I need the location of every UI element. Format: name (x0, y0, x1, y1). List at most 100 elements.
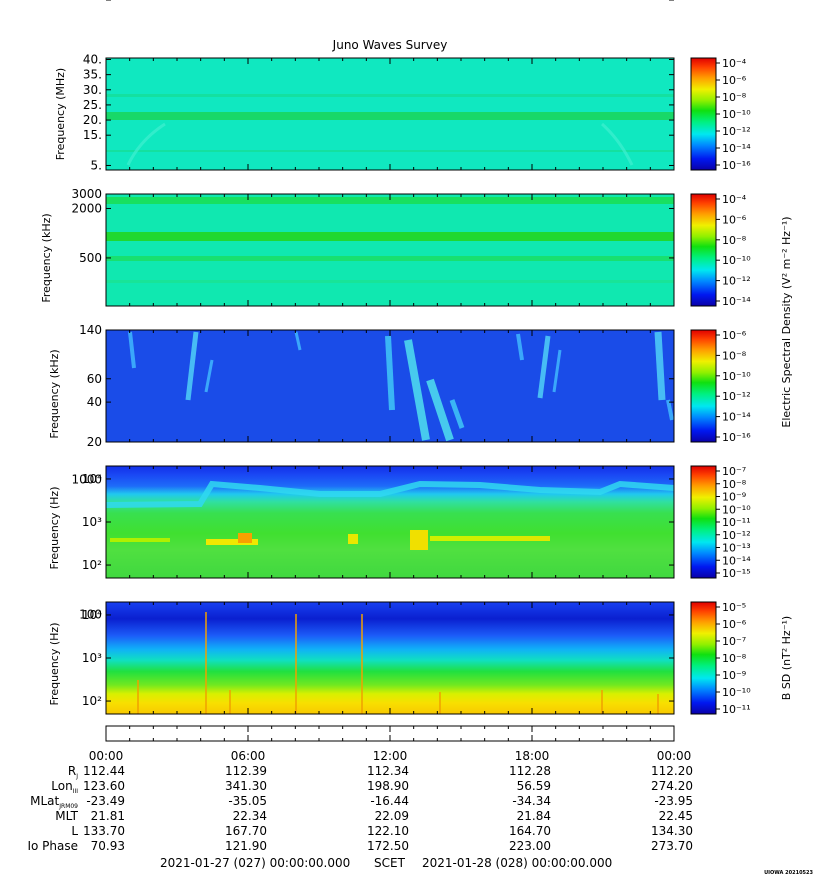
y-tick-label: 10² (82, 558, 102, 572)
y-tick-label: 3000 (71, 187, 102, 201)
panel-1-band-27mhz (106, 94, 674, 97)
colorbar-tick-label: 10⁻⁷ (722, 635, 746, 648)
y-tick-label: 10⁴ (82, 472, 102, 486)
y-tick-label: 5. (91, 158, 102, 172)
y-tick-label: 60 (87, 372, 102, 386)
ephemeris-row-label: RJ (68, 764, 78, 780)
ephemeris-value: 274.20 (651, 779, 693, 793)
y-tick-label: 2000 (71, 201, 102, 215)
panel-1-band-10mhz (106, 150, 674, 152)
ephemeris-value: 134.30 (651, 824, 693, 838)
colorbar-tick-label: 10⁻⁸ (722, 652, 747, 665)
ephemeris-value: 112.39 (225, 764, 267, 778)
ephemeris-row-label: Io Phase (27, 839, 78, 853)
ephemeris-value: 112.34 (367, 764, 409, 778)
panel-4-cutoff-edge (105, 480, 675, 508)
colorbar-tick-label: 10⁻¹² (722, 529, 751, 542)
y-tick-label: 10⁴ (82, 608, 102, 622)
colorbar-tick-label: 10⁻⁶ (722, 329, 747, 342)
x-tick-label: 00:00 (657, 749, 692, 763)
y-tick-label: 10. (83, 0, 102, 3)
footer-scet: SCET (374, 856, 406, 870)
ephemeris-row-subscript: III (73, 788, 79, 795)
y-tick-label: 10² (82, 694, 102, 708)
y-tick-label: 20 (87, 435, 102, 449)
ephemeris-value: -35.05 (228, 794, 267, 808)
panel-4-hot-spots (110, 530, 550, 550)
panel-2-colorbar (690, 193, 717, 307)
y-tick-label: 30. (83, 83, 102, 97)
y-tick-label: 40 (87, 395, 102, 409)
ephemeris-value: 21.81 (91, 809, 125, 823)
ephemeris-row-label: L (71, 824, 78, 838)
panel-5-ylabel: Frequency (Hz) (48, 623, 61, 706)
panel-4-spectrogram (106, 466, 674, 578)
x-axis-labels: 00:00 06:00 12:00 18:00 00:00 (89, 749, 692, 763)
ephemeris-row-label: MLatJRM09 (30, 794, 78, 810)
x-tick-label: 12:00 (373, 749, 408, 763)
footer-credit: UIOWA 20210523 (764, 870, 813, 876)
y-tick-label: 140 (79, 323, 102, 337)
panel-4-ylabel: Frequency (Hz) (48, 487, 61, 570)
ephemeris-row-label: LonIII (51, 779, 78, 795)
ephemeris-row-subscript: JRM09 (58, 803, 78, 810)
footer-start-time: 2021-01-27 (027) 00:00:00.000 (160, 856, 350, 870)
colorbar-tick-label: 10⁻¹² (722, 275, 751, 288)
x-tick-marks (105, 58, 675, 741)
panel-3-yticks: 20 40 60 100 140 (79, 323, 674, 621)
panel-2-band-low (106, 280, 674, 283)
colorbar-tick-label: 10⁻⁸ (722, 91, 747, 104)
colorbar-tick-label: 10⁻¹⁶ (722, 431, 751, 444)
colorbar-label-e: Electric Spectral Density (V² m⁻² Hz⁻¹) (780, 216, 793, 427)
colorbar-tick-label: 10⁻⁶ (722, 618, 747, 631)
ephemeris-value: 164.70 (509, 824, 551, 838)
colorbar-tick-label: 10⁻¹⁰ (722, 254, 751, 267)
y-tick-label: 20. (83, 113, 102, 127)
panel-1-yticks: 5. 10. 15.20.25.30.35.40. (83, 0, 674, 172)
colorbar-tick-label: 10⁻¹⁴ (722, 554, 751, 567)
ephemeris-value: 22.45 (659, 809, 693, 823)
ephemeris-value: 56.59 (517, 779, 551, 793)
ephemeris-value: 70.93 (91, 839, 125, 853)
x-tick-label: 00:00 (89, 749, 124, 763)
colorbar-tick-label: 10⁻¹² (722, 125, 751, 138)
colorbar-tick-label: 10⁻⁷ (722, 465, 746, 478)
ephemeris-value: 133.70 (83, 824, 125, 838)
panel-2-ylabel: Frequency (kHz) (40, 213, 53, 302)
ephemeris-value: 273.70 (651, 839, 693, 853)
colorbar-tick-label: 10⁻⁸ (722, 349, 747, 362)
panel-1-ylabel: Frequency (MHz) (54, 68, 67, 160)
panel-1-colorbar (690, 57, 717, 171)
colorbar-tick-label: 10⁻¹⁶ (722, 159, 751, 172)
footer-end-time: 2021-01-28 (028) 00:00:00.000 (422, 856, 612, 870)
panel-4: 10² 10³ 10⁴ Frequency (Hz) 10⁻¹⁵10⁻¹⁴10⁻¹³… (48, 465, 751, 580)
ephemeris-row-label: MLT (55, 809, 78, 823)
y-tick-label: 35. (83, 68, 102, 82)
chart-title: Juno Waves Survey (332, 38, 448, 52)
ephemeris-value: 123.60 (83, 779, 125, 793)
colorbar-tick-label: 10⁻¹¹ (722, 516, 751, 529)
colorbar-tick-label: 10⁻¹⁴ (722, 142, 751, 155)
ephemeris-value: -23.49 (86, 794, 125, 808)
ephemeris-value: 172.50 (367, 839, 409, 853)
ephemeris-value: 341.30 (225, 779, 267, 793)
panel-5-spikes (137, 612, 659, 714)
colorbar-tick-label: 10⁻⁴ (722, 57, 747, 70)
ephemeris-value: 121.90 (225, 839, 267, 853)
ephemeris-value: 112.44 (83, 764, 125, 778)
colorbar-tick-label: 10⁻⁹ (722, 491, 746, 504)
y-tick-label: 10³ (82, 515, 102, 529)
ephemeris-value: 112.20 (651, 764, 693, 778)
panel-5-spectrogram (106, 602, 674, 714)
panel-2-band-1mhz (106, 232, 674, 241)
colorbar-tick-label: 10⁻⁹ (722, 669, 746, 682)
panel-4-colorbar (690, 465, 717, 579)
panel-2-band-500khz (106, 256, 674, 261)
colorbar-tick-label: 10⁻⁶ (722, 213, 747, 226)
panel-5-colorbar (690, 601, 717, 715)
y-tick-label: 15. (83, 128, 102, 142)
y-tick-label: 25. (83, 98, 102, 112)
ephemeris-value: -16.44 (370, 794, 409, 808)
ephemeris-value: 22.34 (233, 809, 267, 823)
